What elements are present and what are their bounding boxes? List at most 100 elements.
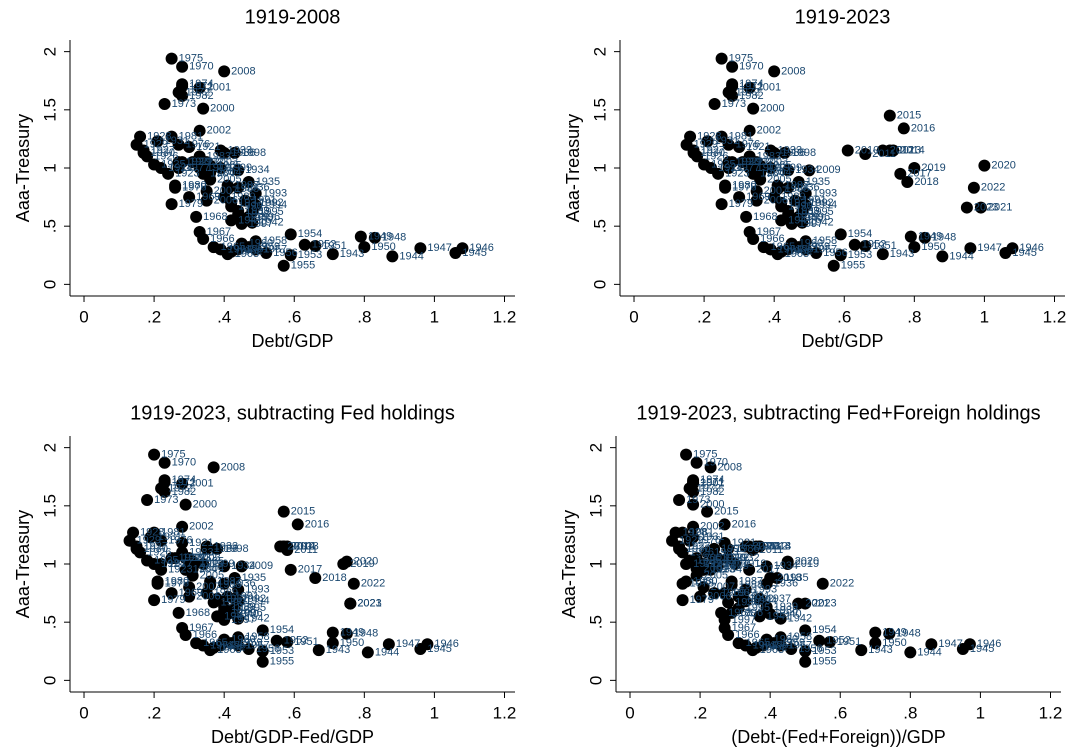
- point-label: 1969: [721, 587, 745, 599]
- point: [697, 581, 710, 594]
- point: [361, 646, 374, 659]
- point: [204, 173, 217, 186]
- point-label: 1952: [826, 635, 850, 647]
- x-tick-label: 0: [79, 703, 88, 722]
- point: [816, 577, 829, 590]
- point: [918, 231, 931, 244]
- point: [242, 175, 255, 188]
- point: [309, 571, 322, 584]
- point: [743, 81, 756, 94]
- y-tick-label: 1.5: [40, 98, 59, 122]
- point: [901, 175, 914, 188]
- point: [715, 52, 728, 65]
- point: [775, 214, 788, 227]
- point: [718, 613, 731, 626]
- point-label: 2005: [200, 570, 224, 582]
- y-tick-label: 1.5: [590, 98, 609, 122]
- point-label: 1955: [291, 260, 315, 272]
- x-axis-label: Debt/GDP-Fed/GDP: [211, 727, 374, 747]
- point-label: 2017: [756, 564, 780, 576]
- point: [225, 214, 238, 227]
- point-label: 2004: [200, 563, 224, 575]
- point: [218, 577, 231, 590]
- point-label: 1990: [788, 200, 812, 212]
- point-label: 1978: [165, 578, 189, 590]
- point: [726, 78, 739, 91]
- point: [228, 146, 241, 159]
- point-label: 1987: [235, 179, 259, 191]
- point-label: 1945: [970, 643, 994, 655]
- point: [207, 241, 220, 254]
- point: [298, 238, 311, 251]
- point-label: 2016: [305, 518, 329, 530]
- point-label: 2007: [764, 185, 788, 197]
- point-label: 1953: [270, 645, 294, 657]
- point-label: 1927: [144, 540, 168, 552]
- point-label: 1967: [732, 622, 756, 634]
- point: [673, 542, 686, 555]
- point-label: 1929: [694, 139, 718, 151]
- point: [680, 575, 693, 588]
- point-label: 1931: [700, 531, 724, 543]
- point-label: 1949: [918, 231, 942, 243]
- point: [326, 626, 339, 639]
- point-label: 1929: [137, 535, 161, 547]
- point: [141, 554, 154, 567]
- x-tick-label: 1.2: [1043, 307, 1067, 326]
- point-label: 1926: [154, 150, 178, 162]
- point-label: 1977: [168, 558, 192, 570]
- point-label: 1925: [154, 554, 178, 566]
- point-label: 1993: [263, 188, 287, 200]
- point: [757, 241, 770, 254]
- y-axis-label: Aaa-Treasury: [13, 114, 33, 222]
- point: [753, 610, 766, 623]
- point-label: 1966: [735, 629, 759, 641]
- point: [176, 89, 189, 102]
- point-label: 1962: [763, 642, 787, 654]
- point-label: 1985: [200, 556, 224, 568]
- point-label: 2012: [890, 144, 914, 156]
- point: [753, 592, 766, 605]
- point-label: 1964: [210, 639, 234, 651]
- point-label: 1921: [746, 141, 770, 153]
- point-label: 1963: [760, 644, 784, 656]
- point: [774, 612, 787, 625]
- point: [722, 552, 735, 565]
- point-label: 2001: [207, 82, 231, 94]
- point: [354, 230, 367, 243]
- point: [704, 461, 717, 474]
- point: [778, 146, 791, 159]
- y-tick-label: 1: [586, 559, 605, 568]
- point: [782, 181, 795, 194]
- point-label: 1996: [238, 607, 262, 619]
- point: [165, 198, 178, 211]
- point-label: 2003: [214, 156, 238, 168]
- point: [823, 635, 836, 648]
- point: [887, 144, 900, 157]
- point-label: 1986: [214, 543, 238, 555]
- point: [676, 594, 689, 607]
- point-label: 1965: [203, 637, 227, 649]
- x-tick-label: .6: [833, 703, 847, 722]
- x-tick-label: .2: [693, 703, 707, 722]
- point: [925, 638, 938, 651]
- point: [218, 65, 231, 78]
- point: [701, 135, 714, 148]
- point: [165, 52, 178, 65]
- point-label: 1991: [746, 590, 770, 602]
- point-label: 1982: [739, 90, 763, 102]
- point: [848, 238, 861, 251]
- point-label: 1967: [757, 226, 781, 238]
- point-label: 1995: [242, 602, 266, 614]
- point-label: 2005: [704, 570, 728, 582]
- panel-title: 1919-2023, subtracting Fed holdings: [130, 402, 455, 424]
- point-label: 1981: [161, 526, 185, 538]
- x-tick-label: .2: [697, 307, 711, 326]
- point: [799, 187, 812, 200]
- point: [176, 520, 189, 533]
- point-label: 1951: [294, 636, 318, 648]
- point-label: 2010: [287, 540, 311, 552]
- point-label: 1936: [795, 182, 819, 194]
- point: [904, 646, 917, 659]
